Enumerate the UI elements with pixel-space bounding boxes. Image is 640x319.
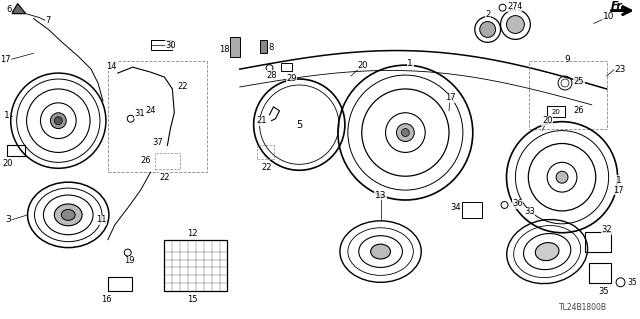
Bar bbox=[260, 41, 266, 53]
Circle shape bbox=[556, 171, 568, 183]
Circle shape bbox=[54, 117, 62, 125]
Text: 6: 6 bbox=[6, 5, 12, 14]
Bar bbox=[585, 232, 611, 252]
Text: 33: 33 bbox=[524, 207, 534, 216]
Text: 14: 14 bbox=[106, 62, 116, 70]
Text: 9: 9 bbox=[564, 55, 570, 64]
Text: 31: 31 bbox=[134, 109, 145, 118]
Text: 26: 26 bbox=[573, 106, 584, 115]
Text: 7: 7 bbox=[45, 16, 51, 25]
Text: 20: 20 bbox=[358, 61, 368, 70]
Bar bbox=[7, 145, 24, 156]
Bar bbox=[164, 240, 227, 291]
Circle shape bbox=[51, 113, 67, 129]
Text: 20: 20 bbox=[552, 109, 561, 115]
Text: 1: 1 bbox=[616, 176, 621, 185]
Text: 16: 16 bbox=[100, 295, 111, 304]
Text: 36: 36 bbox=[512, 199, 523, 209]
Text: 34: 34 bbox=[451, 204, 461, 212]
Circle shape bbox=[506, 16, 524, 33]
Text: 22: 22 bbox=[177, 83, 188, 92]
Bar bbox=[547, 106, 565, 117]
Text: 22: 22 bbox=[261, 163, 272, 172]
Ellipse shape bbox=[535, 242, 559, 261]
Text: 26: 26 bbox=[140, 156, 151, 165]
Text: 21: 21 bbox=[257, 116, 267, 125]
Text: 27: 27 bbox=[507, 2, 518, 11]
Ellipse shape bbox=[61, 210, 75, 220]
Text: 37: 37 bbox=[152, 138, 163, 147]
Circle shape bbox=[396, 124, 414, 142]
Text: 5: 5 bbox=[296, 120, 302, 130]
Text: 12: 12 bbox=[187, 229, 197, 238]
Text: 1: 1 bbox=[408, 59, 413, 68]
Text: 20: 20 bbox=[3, 159, 13, 168]
Text: 17: 17 bbox=[445, 93, 455, 102]
Text: 30: 30 bbox=[165, 41, 176, 50]
Text: 11: 11 bbox=[96, 215, 106, 224]
Circle shape bbox=[401, 129, 410, 137]
Text: 13: 13 bbox=[375, 190, 387, 200]
Text: 22: 22 bbox=[159, 173, 170, 182]
Text: 35: 35 bbox=[628, 278, 637, 287]
Bar bbox=[230, 37, 240, 57]
Text: 15: 15 bbox=[187, 295, 197, 304]
Text: 29: 29 bbox=[286, 74, 296, 83]
FancyArrowPatch shape bbox=[611, 7, 630, 14]
Text: 28: 28 bbox=[266, 70, 277, 79]
Polygon shape bbox=[12, 4, 26, 14]
Text: 19: 19 bbox=[124, 256, 135, 265]
Ellipse shape bbox=[54, 204, 82, 226]
Text: 8: 8 bbox=[269, 43, 274, 52]
Text: 20: 20 bbox=[542, 116, 552, 125]
Text: Fr.: Fr. bbox=[611, 1, 625, 11]
Text: 3: 3 bbox=[5, 215, 11, 224]
Text: 1: 1 bbox=[4, 111, 10, 120]
Text: 4: 4 bbox=[516, 2, 522, 11]
Text: 17: 17 bbox=[1, 55, 11, 64]
Bar bbox=[150, 41, 172, 50]
Text: 10: 10 bbox=[603, 12, 614, 21]
Bar bbox=[462, 202, 482, 218]
Bar bbox=[154, 153, 180, 169]
Text: 35: 35 bbox=[598, 287, 609, 296]
Text: 24: 24 bbox=[145, 106, 156, 115]
Bar bbox=[108, 61, 207, 172]
Bar bbox=[108, 277, 132, 291]
Bar bbox=[282, 63, 292, 71]
Text: 23: 23 bbox=[615, 65, 626, 74]
Text: 18: 18 bbox=[219, 45, 229, 54]
Ellipse shape bbox=[371, 244, 390, 259]
Text: 2: 2 bbox=[485, 10, 490, 19]
Bar bbox=[257, 145, 275, 160]
Bar bbox=[529, 61, 607, 129]
Text: 17: 17 bbox=[613, 186, 624, 195]
Text: 25: 25 bbox=[573, 77, 584, 85]
Text: TL24B1800B: TL24B1800B bbox=[559, 303, 607, 312]
Bar bbox=[589, 263, 611, 283]
Circle shape bbox=[480, 21, 495, 37]
Text: 32: 32 bbox=[602, 225, 612, 234]
